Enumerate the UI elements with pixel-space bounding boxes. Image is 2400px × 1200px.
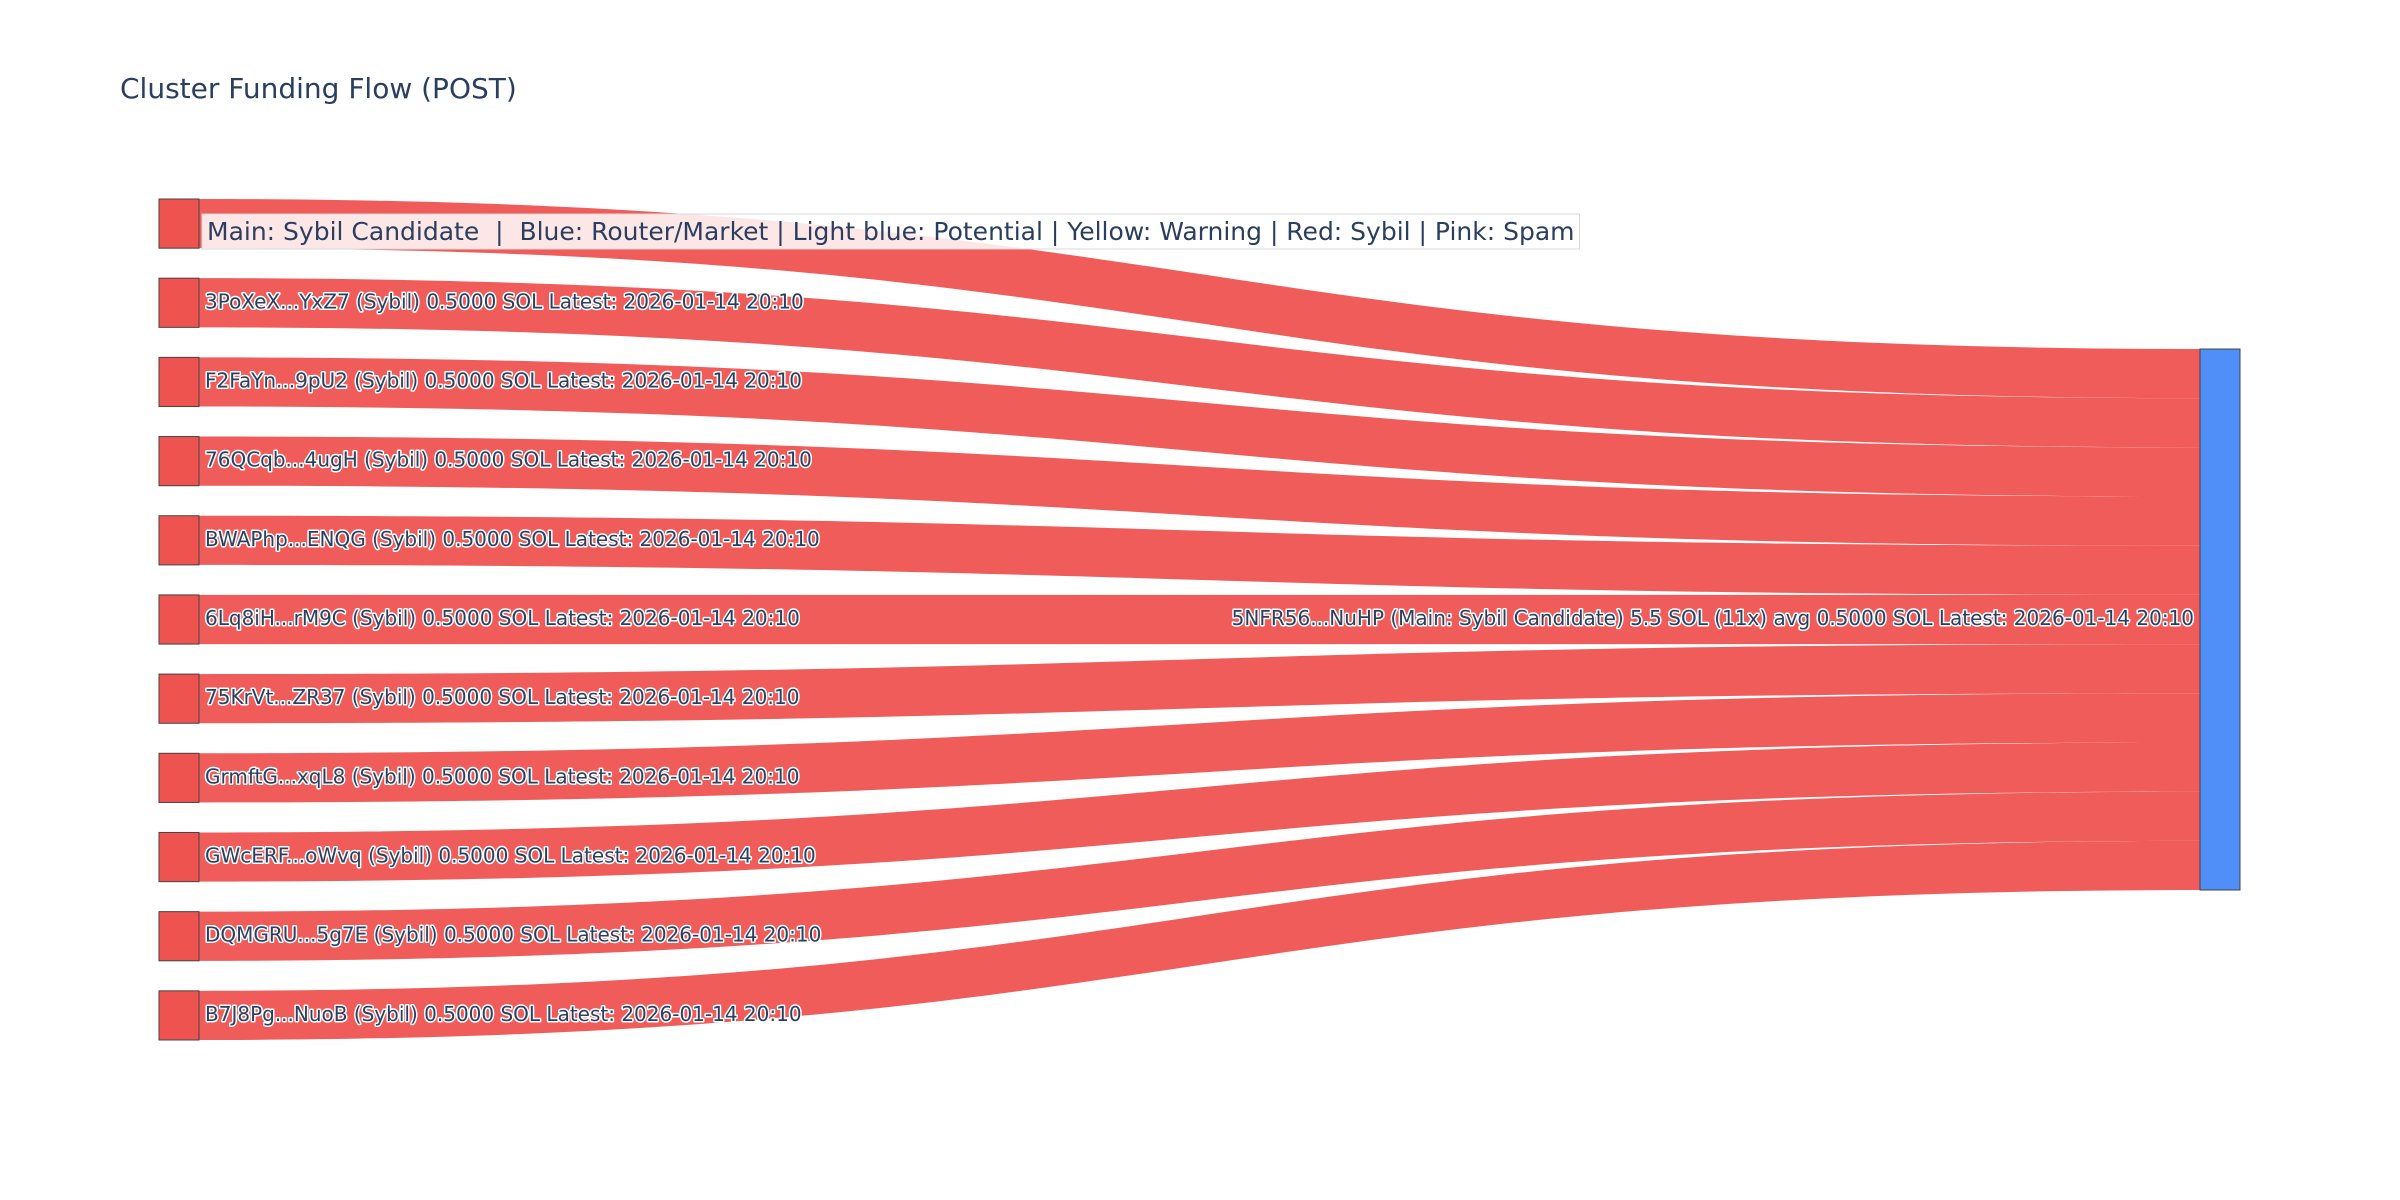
node	[158, 356, 200, 408]
node-label: DQMGRU...5g7E (Sybil) 0.5000 SOL Latest:…	[205, 923, 821, 947]
node	[158, 515, 200, 566]
node-label: 75KrVt...ZR37 (Sybil) 0.5000 SOL Latest:…	[205, 685, 800, 709]
link	[199, 357, 2200, 497]
node-label: GWcERF...oWvq (Sybil) 0.5000 SOL Latest:…	[205, 844, 816, 868]
link	[199, 594, 2200, 645]
node-label: F2FaYn...9pU2 (Sybil) 0.5000 SOL Latest:…	[205, 368, 802, 392]
annotation-box	[201, 213, 1580, 250]
node-label: BWAPhp...ENQG (Sybil) 0.5000 SOL Latest:…	[205, 527, 820, 551]
node	[158, 594, 200, 645]
node-label: B7J8Pg...NuoB (Sybil) 0.5000 SOL Latest:…	[205, 1002, 802, 1026]
node-label: 76QCqb...4ugH (Sybil) 0.5000 SOL Latest:…	[205, 448, 812, 472]
node	[158, 752, 200, 803]
annotation: Main: Sybil Candidate | Blue: Router/Mar…	[207, 217, 1575, 246]
node	[158, 911, 200, 962]
node	[158, 990, 200, 1041]
link	[199, 791, 2200, 961]
chart-title: Cluster Funding Flow (POST)	[120, 72, 517, 105]
link	[199, 644, 2200, 724]
link	[199, 278, 2200, 448]
link	[199, 515, 2200, 595]
links	[199, 199, 2200, 1040]
link	[199, 840, 2200, 1040]
node	[158, 831, 200, 883]
node	[158, 198, 200, 249]
node-label: 5NFR56...NuHP (Main: Sybil Candidate) 5.…	[1232, 606, 2194, 630]
node-label: 6Lq8iH...rM9C (Sybil) 0.5000 SOL Latest:…	[205, 606, 800, 630]
node-label: 3PoXeX...YxZ7 (Sybil) 0.5000 SOL Latest:…	[205, 289, 804, 313]
nodes	[158, 198, 2241, 1041]
node	[158, 277, 200, 328]
node	[158, 673, 200, 724]
node	[2199, 348, 2241, 891]
labels: 3PoXeX...YxZ7 (Sybil) 0.5000 SOL Latest:…	[204, 288, 2196, 1028]
link	[199, 693, 2200, 803]
node	[158, 436, 200, 487]
link	[199, 436, 2200, 546]
link	[199, 742, 2200, 882]
node-label: GrmftG...xqL8 (Sybil) 0.5000 SOL Latest:…	[205, 764, 799, 788]
